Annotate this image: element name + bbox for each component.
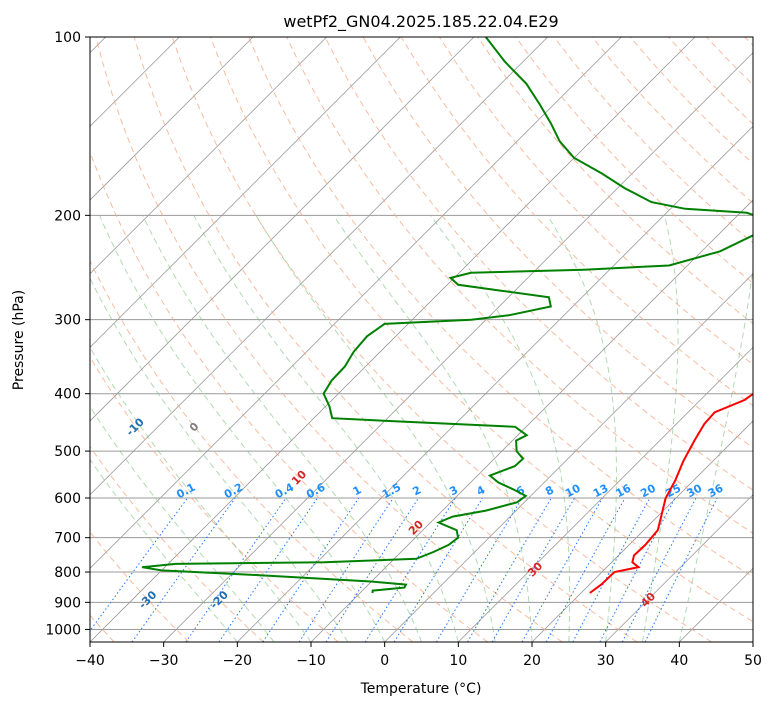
- y-axis-ticks: 100 200 300 400 500 600 700 800 900 1000: [45, 30, 90, 638]
- x-tick-label: −30: [149, 653, 179, 669]
- x-tick-label: 50: [744, 653, 762, 669]
- dry-adiabat-line: [171, 37, 712, 642]
- dewpoint-series-line: [141, 37, 753, 594]
- moist-adiabat-line: [193, 215, 459, 642]
- dry-adiabat-line: [515, 37, 753, 284]
- moist-adiabat-line: [90, 405, 275, 642]
- moist-adiabat-line: [99, 215, 386, 642]
- isotherm-line: [90, 37, 327, 275]
- x-tick-label: −40: [75, 653, 105, 669]
- x-tick-label: 20: [523, 653, 541, 669]
- isotherm-line: [163, 52, 753, 642]
- mixing-ratio-labels: 0.1 0.2 0.4 0.6 1 1.5 2 3 4 6 8 10 13 16 20 25 30 36: [174, 480, 725, 501]
- y-tick-label: 400: [54, 387, 81, 403]
- y-tick-label: 500: [54, 444, 81, 460]
- isotherm-line: [90, 37, 475, 422]
- y-tick-label: 300: [54, 313, 81, 329]
- mixing-ratio-label: 16: [614, 481, 634, 500]
- isotherm-line: [90, 37, 401, 348]
- dry-adiabat-line: [286, 37, 753, 534]
- isotherm-line: [90, 37, 548, 496]
- moist-adiabat-line: [430, 215, 571, 642]
- y-tick-label: 700: [54, 531, 81, 547]
- isotherm-line: [605, 494, 753, 642]
- x-tick-label: 40: [670, 653, 688, 669]
- x-tick-label: −10: [296, 653, 326, 669]
- x-tick-label: 30: [597, 653, 615, 669]
- dry-adiabat-line: [133, 37, 638, 642]
- x-axis-label: Temperature (°C): [360, 681, 482, 697]
- dry-adiabat-line: [324, 37, 753, 491]
- x-axis-ticks: −40 −30 −20 −10 0 10 20 30 40 50: [75, 642, 762, 669]
- mixing-ratio-line: [435, 497, 523, 642]
- dry-adiabat-line: [90, 259, 414, 642]
- mixing-ratio-label: 13: [591, 482, 611, 501]
- y-tick-label: 600: [54, 491, 81, 507]
- mixing-ratio-lines: [90, 497, 718, 642]
- mixing-ratio-label: 25: [664, 482, 684, 501]
- x-tick-label: −20: [223, 653, 253, 669]
- mixing-ratio-line: [545, 497, 626, 642]
- moist-adiabat-line: [90, 458, 238, 642]
- moist-adiabat-line: [90, 346, 312, 642]
- plot-frame: [89, 36, 754, 643]
- isotherm-line: [90, 37, 254, 201]
- dry-adiabat-line: [248, 37, 753, 578]
- isotherm-line: [458, 346, 753, 642]
- moist-adiabat-line: [142, 215, 422, 642]
- isotherm-line: [384, 273, 753, 642]
- y-axis-label: Pressure (hPa): [11, 290, 27, 390]
- mixing-ratio-label: 36: [706, 481, 726, 500]
- mixing-ratio-line: [644, 497, 718, 642]
- dry-adiabat-line: [210, 37, 753, 623]
- mixing-ratio-line: [262, 497, 360, 642]
- mixing-ratio-line: [393, 497, 483, 642]
- moist-adiabat-line: [547, 215, 617, 642]
- mixing-ratio-line: [364, 497, 456, 642]
- isotherm-line: [531, 420, 753, 642]
- y-tick-label: 800: [54, 565, 81, 581]
- isotherm-line: [90, 37, 622, 569]
- x-tick-label: 10: [449, 653, 467, 669]
- mixing-ratio-label: 10: [563, 481, 583, 500]
- y-tick-label: 900: [54, 595, 81, 611]
- mixing-ratio-line: [621, 497, 697, 642]
- isotherm-line: [237, 125, 753, 642]
- moist-adiabat-line: [678, 264, 753, 642]
- temperature-series-line: [589, 392, 753, 594]
- mixing-ratio-line: [90, 497, 189, 632]
- mixing-ratio-line: [572, 497, 651, 642]
- mixing-ratio-line: [131, 497, 236, 642]
- dry-adiabat-line: [90, 356, 339, 642]
- dry-adiabat-lines: [90, 37, 753, 642]
- y-tick-label: 200: [54, 208, 81, 224]
- chart-title: wetPf2_GN04.2025.185.22.04.E29: [283, 12, 558, 32]
- mixing-ratio-label: 20: [638, 481, 658, 500]
- mixing-ratio-label: 30: [685, 481, 705, 500]
- dry-adiabat-line: [90, 445, 264, 642]
- y-tick-label: 1000: [45, 622, 81, 638]
- dry-adiabat-line: [95, 37, 563, 642]
- moist-adiabat-line: [332, 215, 533, 642]
- x-tick-label: 0: [380, 653, 389, 669]
- y-tick-label: 100: [54, 30, 81, 46]
